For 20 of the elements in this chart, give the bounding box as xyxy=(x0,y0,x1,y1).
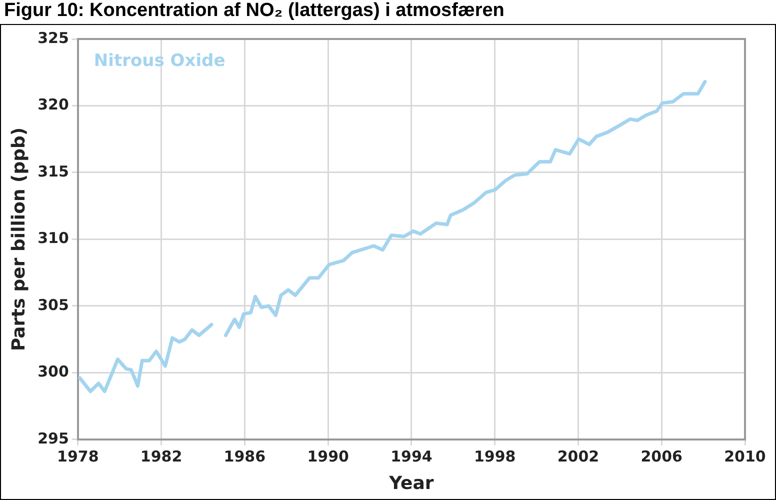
x-tick-label: 1978 xyxy=(57,447,99,466)
y-tick-label: 310 xyxy=(38,229,69,248)
chart-title: Figur 10: Koncentration af NO₂ (lattergas) i atmosfæren xyxy=(3,0,506,23)
x-tick-label: 2010 xyxy=(724,447,766,466)
y-tick-label: 300 xyxy=(38,362,69,381)
x-tick-label: 1994 xyxy=(390,447,432,466)
text: Nitrous Oxide xyxy=(94,50,226,71)
x-tick-label: 1990 xyxy=(307,447,349,466)
y-tick-label: 325 xyxy=(38,28,69,47)
y-tick-label: 305 xyxy=(38,296,69,314)
x-tick-label: 1986 xyxy=(224,447,266,466)
y-tick-label: 315 xyxy=(38,162,69,180)
x-tick-label: 1998 xyxy=(474,447,516,466)
x-tick-label: 2002 xyxy=(557,447,600,466)
y-axis-title: Parts per billion (ppb) xyxy=(8,127,30,352)
y-tick-label: 295 xyxy=(38,429,69,448)
x-axis-title: Year xyxy=(388,472,434,494)
y-tick-label: 320 xyxy=(38,96,69,114)
x-tick-label: 2006 xyxy=(640,447,682,466)
x-tick-label: 1982 xyxy=(140,447,182,466)
